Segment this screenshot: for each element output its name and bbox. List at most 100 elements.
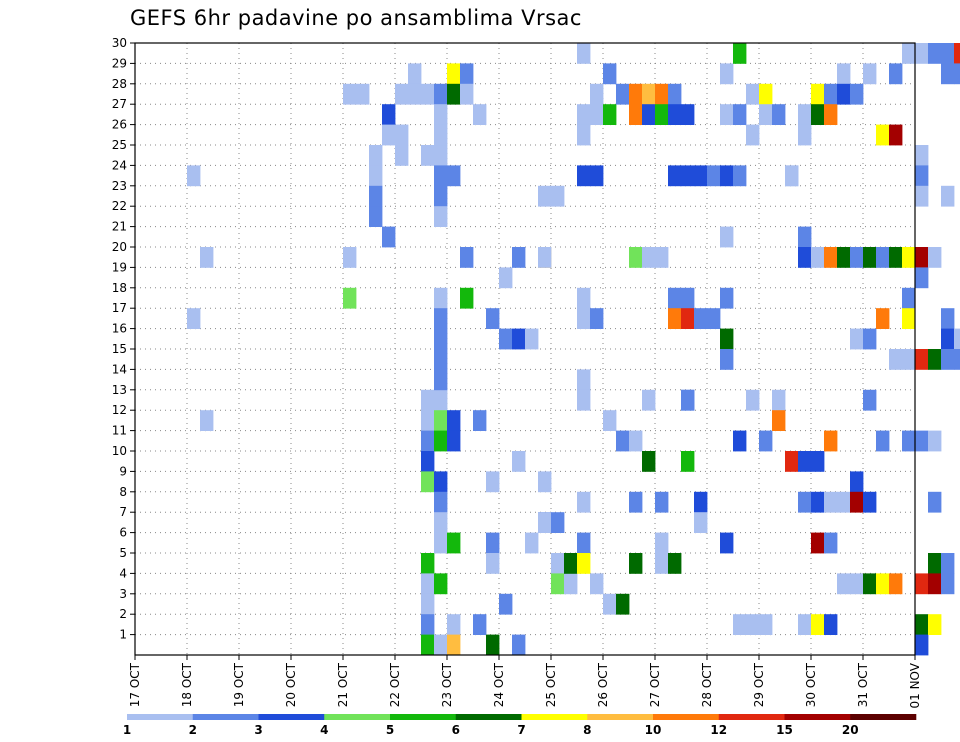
precip-cell [200,247,214,268]
precip-cell [395,83,409,105]
precip-cell [876,308,890,329]
precip-cell [668,83,682,105]
precip-cell [421,430,435,452]
precip-cell [928,430,942,452]
precip-cell [824,104,838,125]
precip-cell [668,308,682,329]
legend-label: 1 [123,723,131,737]
precip-cell [655,553,669,574]
legend-label: 8 [583,723,591,737]
precip-cell [837,247,851,268]
precip-cell [486,532,500,554]
x-tick-label: 21 OCT [336,662,350,707]
precip-cell [733,430,747,452]
precip-cell [824,614,838,635]
precip-cell [486,471,500,493]
precip-cell [434,165,448,187]
precip-cell [577,532,591,554]
precip-cell [525,328,539,350]
precip-cell [473,104,487,125]
precip-cell [408,63,422,85]
precip-cell [837,83,851,105]
precip-cell [798,226,812,248]
precip-cell [889,247,903,268]
precip-cell [525,532,539,554]
precip-cell [915,165,929,187]
precip-cell [629,104,643,125]
precip-cell [889,349,903,370]
precip-cell [408,83,422,105]
precip-cell [447,165,461,187]
precip-cell [655,532,669,554]
y-tick-label: 20 [112,240,127,254]
precip-cell [564,553,578,574]
precip-cell [720,165,734,187]
precip-cell [577,553,591,574]
precip-cell [915,185,929,207]
precip-cell [447,410,461,431]
precip-cell [382,124,396,146]
precip-cell [889,573,903,595]
precip-cell [564,573,578,595]
y-tick-label: 24 [112,158,127,172]
precip-cell [915,145,929,166]
precip-cell [616,83,630,105]
precip-cell [915,614,929,635]
legend-color-swatch [127,714,194,720]
precip-cell [460,287,474,309]
precip-cell [434,287,448,309]
precip-cell [915,573,929,595]
precip-cell [798,104,812,125]
precip-cell [954,328,960,350]
precip-cell [590,165,604,187]
precip-cell [447,532,461,554]
precip-cell [681,104,695,125]
precip-cell [369,165,383,187]
precip-cell [629,491,643,513]
precip-cell [577,369,591,391]
precip-cell [603,63,617,85]
precip-cell [447,430,461,452]
precip-cell [876,247,890,268]
precip-cell [577,104,591,125]
precip-cell [863,389,877,411]
legend-color-swatch [390,714,457,720]
precip-cell [512,247,526,268]
precip-cell [746,389,760,411]
precip-cell [902,308,916,329]
legend-color-swatch [324,714,391,720]
y-tick-label: 27 [112,97,127,111]
precip-cell [616,593,630,615]
precip-cell [811,614,825,635]
legend-label: 4 [320,723,328,737]
precip-cell [759,430,773,452]
precip-cell [603,593,617,615]
precip-cell [499,267,513,289]
precip-cell [772,410,786,431]
legend-color-swatch [784,714,851,720]
precip-cell [655,83,669,105]
precip-cell [928,491,942,513]
precip-cell [473,614,487,635]
y-tick-label: 7 [119,505,127,519]
legend-label: 7 [517,723,525,737]
precip-cell [759,83,773,105]
precip-cell [668,104,682,125]
precip-cell [863,63,877,85]
precip-cell [577,491,591,513]
precip-cell [369,206,383,227]
precip-cell [785,451,799,472]
precip-cell [447,614,461,635]
precip-cell [434,491,448,513]
precip-cell [577,389,591,411]
x-tick-label: 30 OCT [804,662,818,707]
precip-cell [759,104,773,125]
precip-cell [421,83,435,105]
precip-cell [447,83,461,105]
precip-cell [538,512,552,533]
precip-cell [850,247,864,268]
precip-cell [642,389,656,411]
precip-cell [772,389,786,411]
precip-cell [434,512,448,533]
